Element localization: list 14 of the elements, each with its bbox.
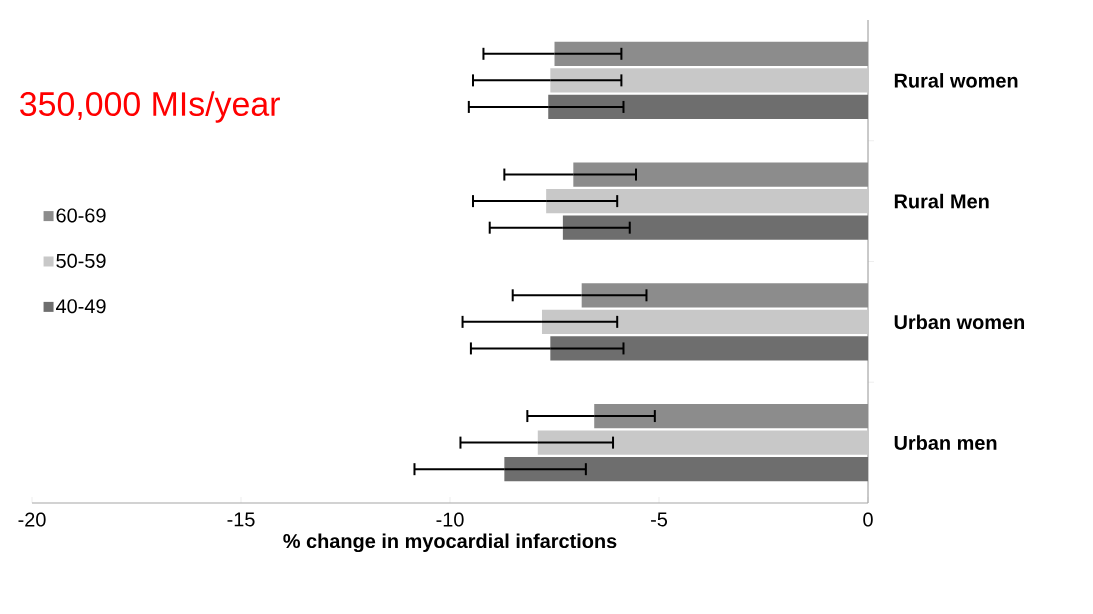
legend-label: 60-69 [56,208,106,223]
y-tick-label: Urban women [894,314,1025,330]
x-tick-label: 0 [863,512,873,527]
y-tick-label: Rural women [894,73,1018,88]
annotation: 350,000 MIs/year [20,91,280,123]
x-tick-label: -15 [227,512,255,527]
legend-label: 40-49 [56,299,106,314]
y-tick-label: Urban men [894,435,997,450]
x-axis-title: % change in myocardial infarctions [283,533,617,553]
legend-label: 50-59 [56,253,106,268]
y-tick-label: Rural Men [894,193,989,209]
x-tick-label: -5 [651,512,668,527]
x-tick-label: -10 [436,512,464,527]
x-tick-label: -20 [18,512,46,527]
